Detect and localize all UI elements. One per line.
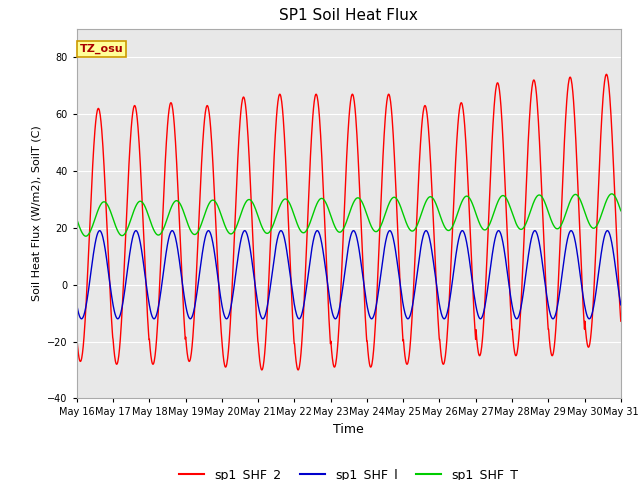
X-axis label: Time: Time bbox=[333, 423, 364, 436]
Legend: sp1_SHF_2, sp1_SHF_l, sp1_SHF_T: sp1_SHF_2, sp1_SHF_l, sp1_SHF_T bbox=[174, 464, 524, 480]
sp1_SHF_2 bbox=[73, 335, 81, 340]
sp1_SHF_2 bbox=[180, 325, 188, 331]
sp1_SHF_l bbox=[73, 302, 81, 308]
sp1_SHF_2 bbox=[434, 306, 442, 312]
Line: sp1_SHF_l: sp1_SHF_l bbox=[77, 231, 621, 319]
sp1_SHF_l bbox=[194, 284, 202, 290]
sp1_SHF_2 bbox=[505, 263, 513, 269]
sp1_SHF_T bbox=[181, 213, 189, 218]
Text: TZ_osu: TZ_osu bbox=[79, 44, 123, 54]
sp1_SHF_2 bbox=[258, 367, 266, 373]
sp1_SHF_T bbox=[617, 208, 625, 214]
sp1_SHF_l bbox=[349, 228, 357, 234]
sp1_SHF_T bbox=[82, 233, 90, 239]
Line: sp1_SHF_2: sp1_SHF_2 bbox=[77, 74, 621, 370]
sp1_SHF_T bbox=[553, 226, 561, 231]
sp1_SHF_2 bbox=[603, 72, 611, 77]
sp1_SHF_T bbox=[434, 205, 442, 211]
Line: sp1_SHF_T: sp1_SHF_T bbox=[77, 194, 621, 236]
sp1_SHF_l bbox=[553, 306, 561, 312]
sp1_SHF_T bbox=[608, 191, 616, 197]
Y-axis label: Soil Heat Flux (W/m2), SoilT (C): Soil Heat Flux (W/m2), SoilT (C) bbox=[32, 126, 42, 301]
sp1_SHF_2 bbox=[553, 314, 561, 320]
Title: SP1 Soil Heat Flux: SP1 Soil Heat Flux bbox=[280, 9, 418, 24]
sp1_SHF_T bbox=[505, 200, 513, 206]
sp1_SHF_l bbox=[255, 305, 262, 311]
sp1_SHF_2 bbox=[255, 346, 262, 352]
sp1_SHF_l bbox=[180, 296, 188, 301]
sp1_SHF_l bbox=[617, 302, 625, 308]
sp1_SHF_l bbox=[434, 292, 442, 298]
sp1_SHF_l bbox=[332, 316, 339, 322]
sp1_SHF_l bbox=[505, 281, 513, 287]
sp1_SHF_2 bbox=[617, 318, 625, 324]
sp1_SHF_T bbox=[255, 216, 263, 222]
sp1_SHF_2 bbox=[194, 241, 202, 247]
sp1_SHF_T bbox=[195, 228, 202, 234]
sp1_SHF_T bbox=[73, 216, 81, 222]
